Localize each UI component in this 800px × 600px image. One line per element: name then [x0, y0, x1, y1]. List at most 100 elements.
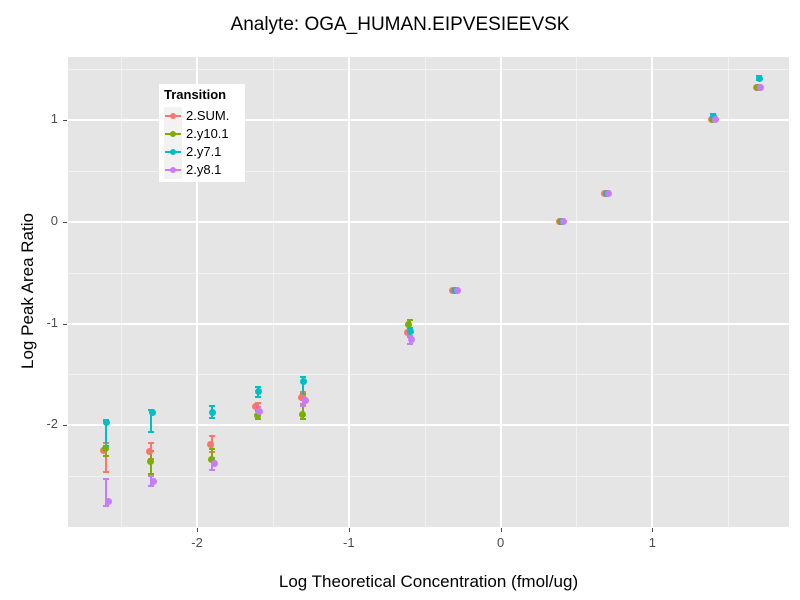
data-point — [256, 407, 264, 415]
error-bar-cap — [209, 447, 216, 450]
gridline-minor-horizontal — [68, 273, 789, 274]
x-axis-title: Log Theoretical Concentration (fmol/ug) — [278, 572, 579, 591]
y-axis-tick-label: 1 — [50, 111, 58, 127]
legend-item-label: 2.y8.1 — [186, 162, 222, 177]
gridline-major-horizontal — [68, 323, 789, 325]
error-bar-cap — [300, 418, 307, 421]
data-point — [145, 448, 153, 456]
gridline-major-horizontal — [68, 221, 789, 223]
error-bar — [302, 377, 305, 396]
legend-item-label: 2.y7.1 — [186, 144, 222, 159]
y-axis-tick-label: 0 — [50, 212, 58, 228]
data-point — [210, 460, 218, 468]
error-bar — [104, 420, 107, 446]
y-axis-tick-mark — [63, 425, 67, 427]
legend-item-2-y8-1[interactable]: 2.y8.1 — [164, 161, 240, 179]
error-bar-cap — [148, 473, 155, 476]
gridline-minor-horizontal — [68, 69, 789, 70]
data-point — [101, 445, 109, 453]
gridline-minor-horizontal — [68, 171, 789, 172]
error-bar-cap — [148, 441, 155, 444]
data-point — [757, 84, 765, 92]
error-bar-cap — [209, 404, 216, 407]
x-axis-tick-mark — [348, 528, 350, 532]
error-bar-cap — [406, 342, 413, 345]
error-bar-cap — [406, 334, 413, 337]
data-point — [254, 388, 262, 396]
y-axis-tick-mark — [63, 323, 67, 325]
gridline-minor-vertical — [425, 57, 426, 527]
gridline-major-vertical — [348, 57, 350, 527]
legend-title: Transition — [164, 87, 227, 102]
x-axis-tick-label: -2 — [191, 535, 203, 550]
gridline-minor-vertical — [121, 57, 122, 527]
data-point — [150, 477, 158, 485]
error-bar-cap — [300, 404, 307, 407]
gridline-major-vertical — [500, 57, 502, 527]
error-bar-cap — [209, 417, 216, 420]
data-point — [301, 397, 309, 405]
legend-key-swatch — [164, 125, 182, 143]
page-title: Analyte: OGA_HUMAN.EIPVESIEEVSK — [230, 14, 570, 35]
y-axis-tick-label: -2 — [46, 416, 58, 432]
error-bar-cap — [209, 469, 216, 472]
gridline-minor-horizontal — [68, 476, 789, 477]
error-bar-cap — [254, 385, 261, 388]
legend-item-2-sum-[interactable]: 2.SUM. — [164, 107, 240, 125]
legend-item-2-y10-1[interactable]: 2.y10.1 — [164, 125, 240, 143]
error-bar-cap — [102, 471, 109, 474]
gridline-major-vertical — [651, 57, 653, 527]
data-point — [453, 287, 461, 295]
gridline-minor-horizontal — [68, 374, 789, 375]
data-point — [103, 418, 111, 426]
data-point — [148, 408, 156, 416]
data-point — [253, 411, 261, 419]
legend-key-point-icon — [170, 131, 176, 137]
data-point — [559, 218, 567, 226]
x-axis-tick-mark — [500, 528, 502, 532]
gridline-minor-vertical — [728, 57, 729, 527]
legend-item-label: 2.y10.1 — [186, 126, 229, 141]
legend-key-point-icon — [170, 149, 176, 155]
error-bar — [104, 442, 107, 473]
legend-key-swatch — [164, 107, 182, 125]
data-point — [755, 74, 763, 82]
x-axis-tick-label: 1 — [648, 535, 656, 550]
x-axis-tick-label: 0 — [496, 535, 505, 550]
error-bar — [104, 479, 107, 506]
gridline-major-vertical — [196, 57, 198, 527]
data-point — [104, 498, 112, 506]
data-point — [711, 115, 719, 123]
data-point — [208, 456, 215, 464]
error-bar-cap — [148, 475, 155, 478]
error-bar-cap — [102, 478, 109, 481]
data-point — [252, 403, 260, 411]
y-axis-tick-mark — [63, 221, 67, 223]
data-point — [206, 441, 214, 449]
data-point — [406, 328, 414, 336]
gridline-major-horizontal — [68, 424, 789, 426]
error-bar-cap — [148, 431, 155, 434]
x-axis-tick-label: -1 — [343, 535, 355, 550]
legend-item-2-y7-1[interactable]: 2.y7.1 — [164, 143, 240, 161]
legend-item-label: 2.SUM. — [186, 108, 230, 123]
legend-key-swatch — [164, 161, 182, 179]
data-point — [209, 408, 217, 416]
x-axis-tick-mark — [197, 528, 199, 532]
data-point — [299, 410, 307, 418]
data-point — [408, 336, 416, 344]
error-bar-cap — [254, 395, 261, 398]
x-axis-tick-mark — [652, 528, 654, 532]
error-bar-cap — [102, 504, 109, 507]
y-axis-title: Log Peak Area Ratio — [18, 213, 37, 369]
y-axis-tick-label: -1 — [46, 314, 58, 330]
gridline-minor-vertical — [273, 57, 274, 527]
data-point — [605, 189, 613, 197]
legend: Transition 2.SUM. 2.y10.1 2.y7.1 2.y8.1 — [159, 84, 245, 182]
error-bar-cap — [102, 454, 109, 457]
gridline-major-horizontal — [68, 119, 789, 121]
legend-key-swatch — [164, 143, 182, 161]
error-bar-cap — [406, 319, 413, 322]
data-point — [297, 394, 305, 402]
